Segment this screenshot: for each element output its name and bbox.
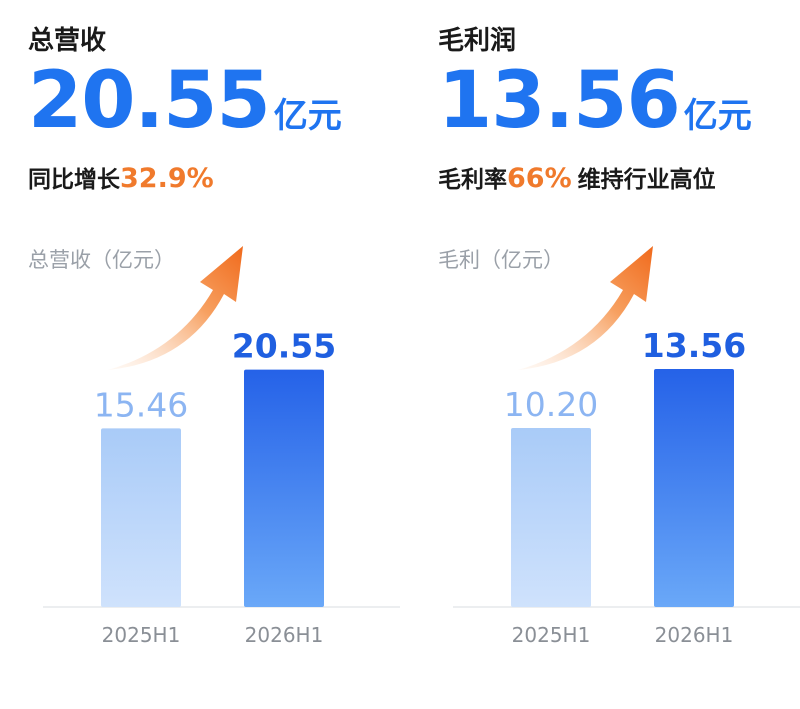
gross-margin-value: 66%	[507, 163, 572, 194]
x-tick-label: 2026H1	[655, 623, 734, 647]
gross-margin-note: 维持行业高位	[577, 167, 716, 193]
revenue-growth-label: 同比增长	[28, 167, 120, 193]
revenue-title: 总营收	[28, 26, 107, 56]
gross-profit-panel: 毛利润 13.56 亿元 毛利率66% 维持行业高位 毛利（亿元） 10.20 202…	[438, 0, 800, 709]
revenue-unit: 亿元	[273, 96, 342, 136]
growth-arrow-icon	[108, 246, 243, 370]
bar-2026H1	[244, 369, 324, 607]
revenue-chart-title: 总营收（亿元）	[28, 248, 175, 272]
revenue-bar-chart: 15.46 2025H1 20.55 2026H1	[43, 246, 400, 647]
gross-profit-value: 13.56	[438, 56, 681, 146]
gross-margin: 毛利率66% 维持行业高位	[438, 160, 716, 194]
bar-value-label: 15.46	[94, 385, 188, 424]
x-tick-label: 2025H1	[512, 623, 591, 647]
revenue-value-row: 20.55 亿元	[28, 56, 342, 146]
gross-profit-bar-chart: 10.20 2025H1 13.56 2026H1	[453, 246, 800, 647]
bar-2025H1	[101, 428, 181, 607]
gross-margin-label: 毛利率	[438, 167, 507, 193]
bar-2025H1	[511, 427, 591, 607]
growth-arrow-icon	[518, 246, 653, 370]
bar-value-label: 13.56	[642, 326, 746, 365]
gross-profit-title: 毛利润	[438, 26, 517, 56]
revenue-value: 20.55	[28, 56, 271, 146]
bar-value-label: 10.20	[504, 385, 598, 424]
revenue-panel: 总营收 20.55 亿元 同比增长32.9% 总营收（亿元） 15.46 2025H…	[28, 0, 408, 709]
gross-profit-chart-title: 毛利（亿元）	[438, 248, 564, 272]
revenue-growth: 同比增长32.9%	[28, 160, 214, 194]
bar-value-label: 20.55	[232, 327, 336, 366]
bar-2026H1	[654, 369, 734, 607]
revenue-growth-value: 32.9%	[120, 163, 214, 194]
x-tick-label: 2025H1	[102, 623, 181, 647]
gross-profit-unit: 亿元	[683, 96, 752, 136]
x-tick-label: 2026H1	[245, 623, 324, 647]
gross-profit-value-row: 13.56 亿元	[438, 56, 752, 146]
